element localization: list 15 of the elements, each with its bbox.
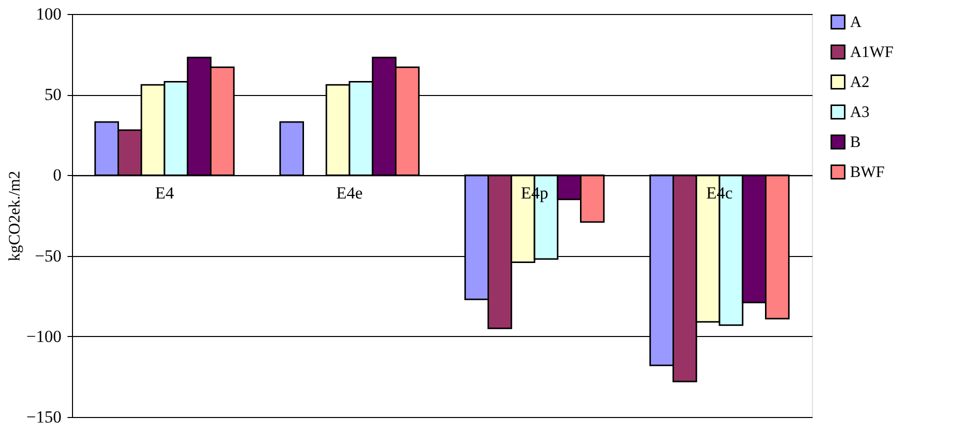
y-tick-label: 100 xyxy=(36,4,62,24)
x-tick-label: E4 xyxy=(155,184,174,203)
legend-label: A xyxy=(850,14,862,31)
y-tick-label: 0 xyxy=(53,166,62,185)
x-tick-label: E4e xyxy=(336,184,363,203)
legend-label: BWF xyxy=(850,164,885,181)
legend-label: B xyxy=(850,134,861,151)
y-axis-title: kgCO2ek./m2 xyxy=(6,170,24,262)
y-tick-label: −150 xyxy=(26,408,62,426)
legend-label: A1WF xyxy=(850,44,894,61)
y-tick-label: −50 xyxy=(34,246,62,266)
legend-label: A3 xyxy=(850,104,870,121)
legend-label: A2 xyxy=(850,74,870,91)
y-tick-label: 50 xyxy=(44,85,62,104)
y-tick-label: −100 xyxy=(26,326,62,346)
